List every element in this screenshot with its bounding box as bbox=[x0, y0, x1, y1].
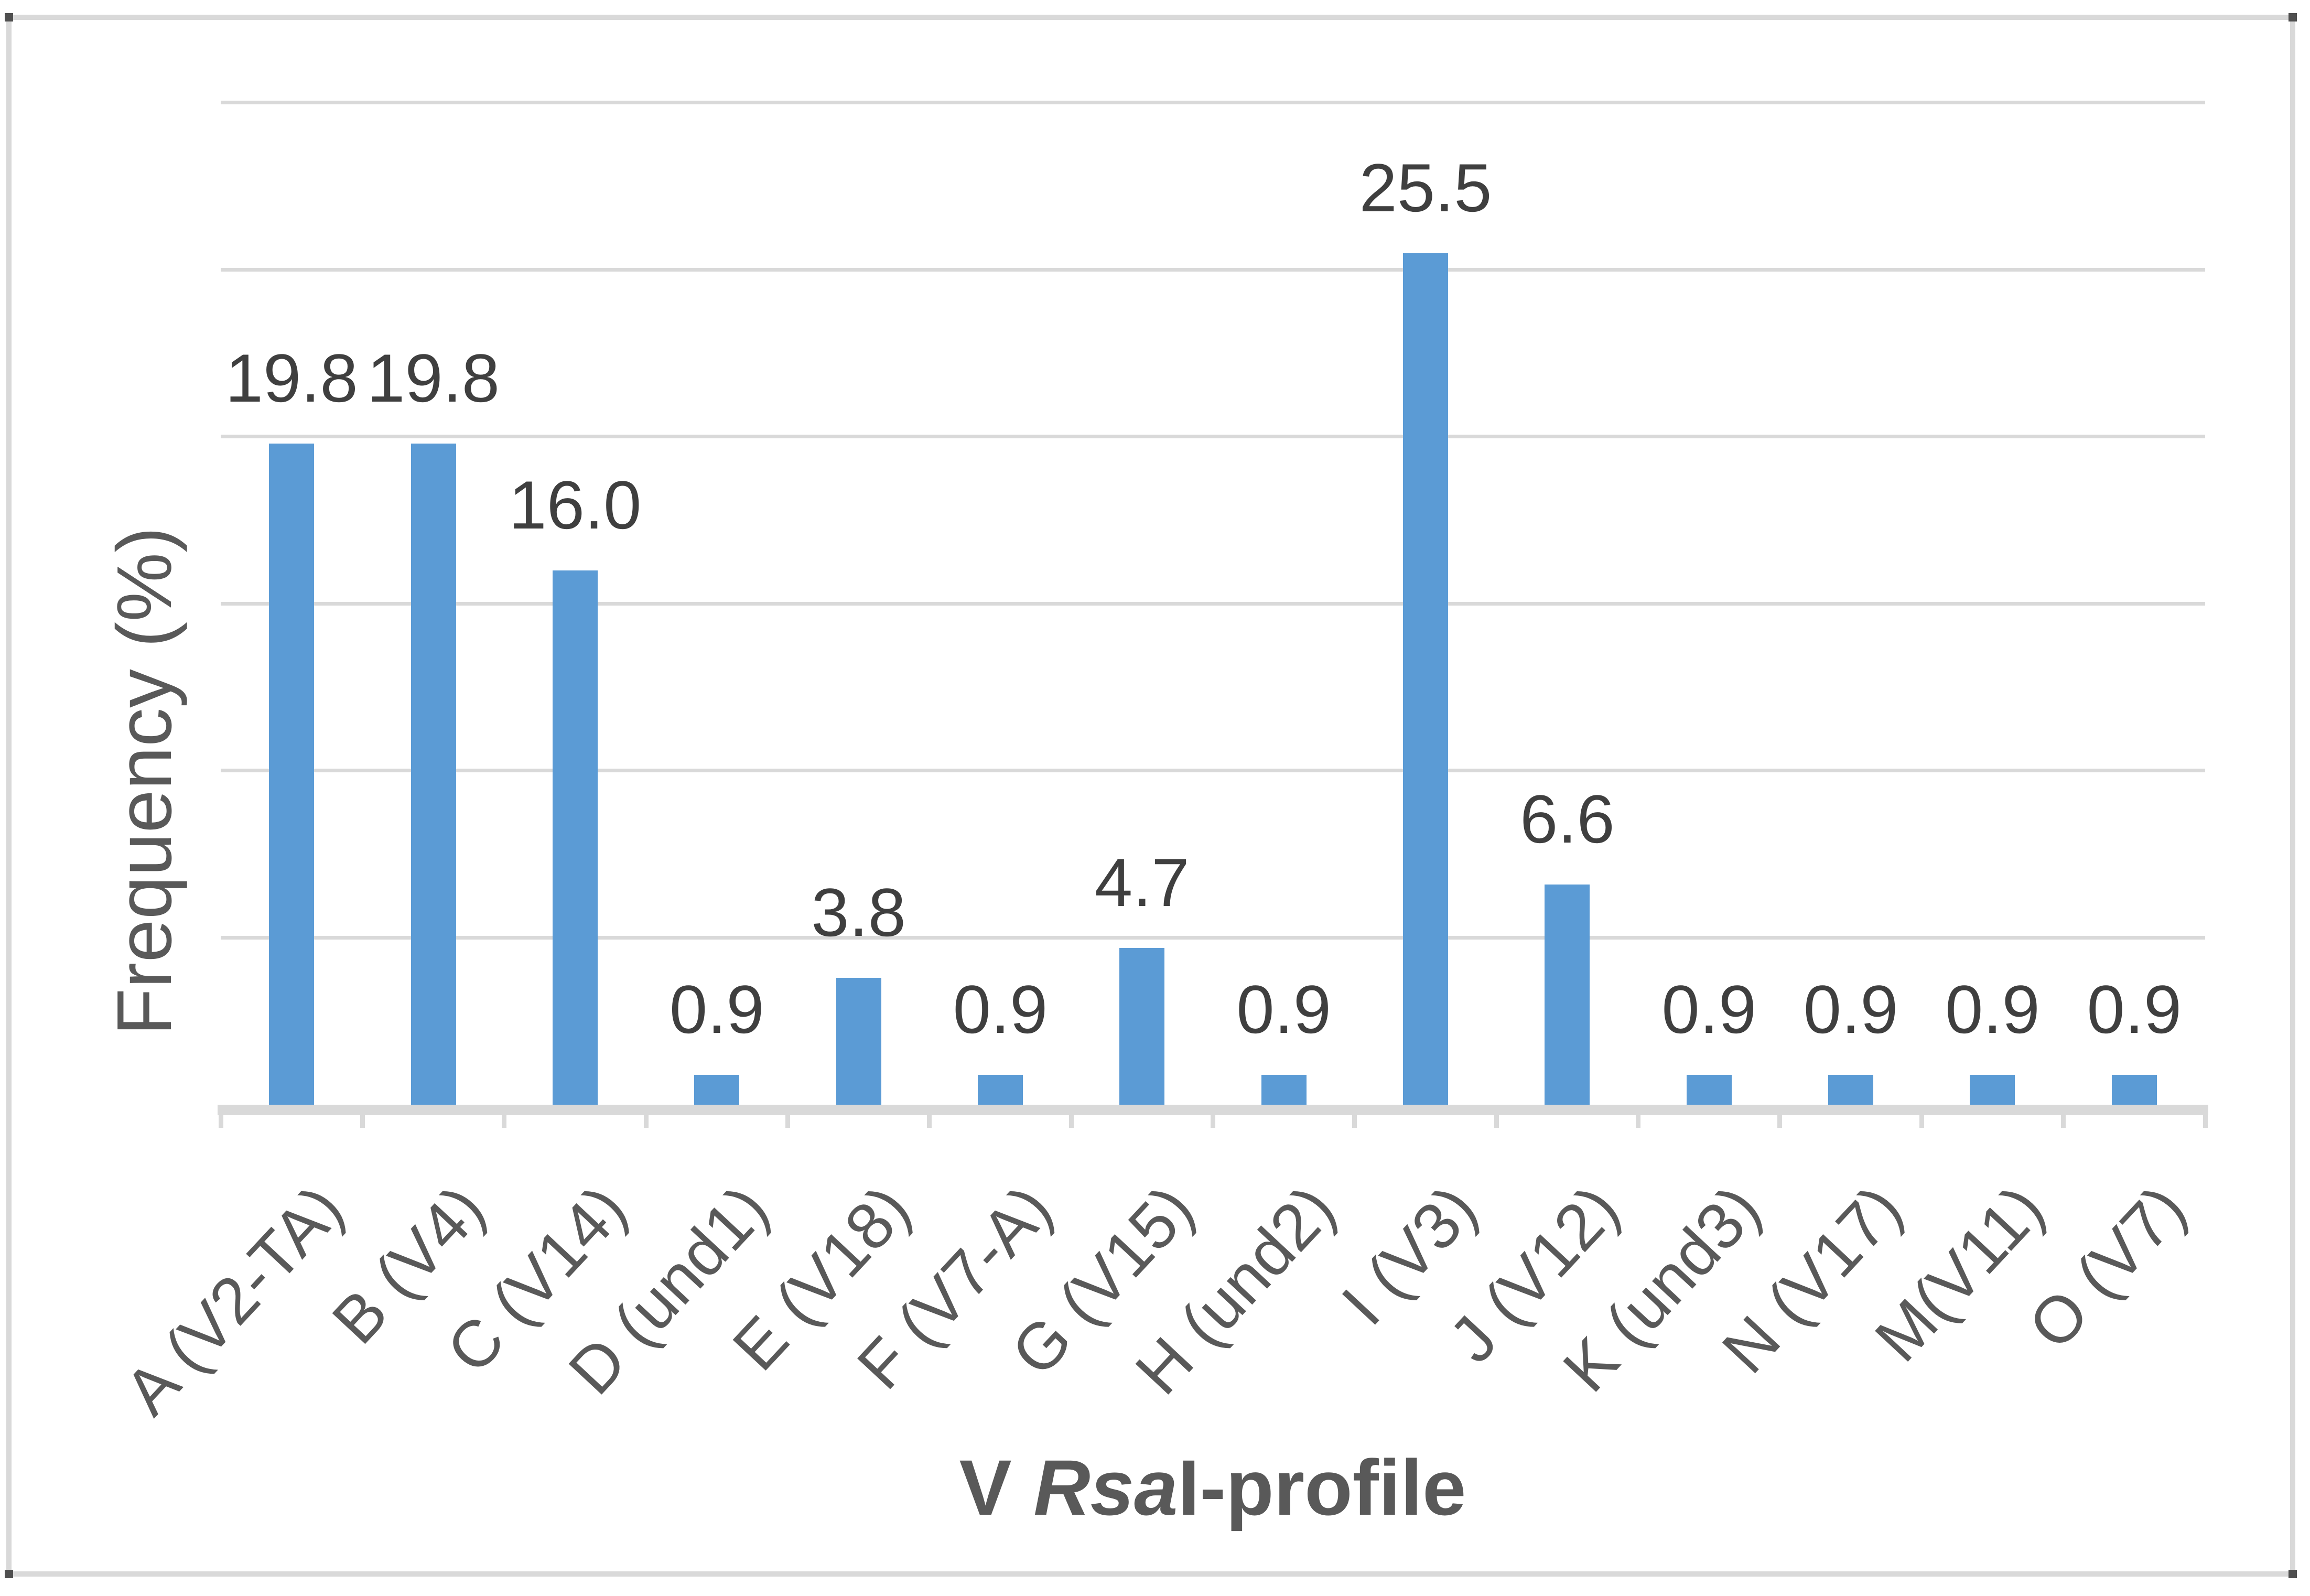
bar-O (V7) bbox=[2111, 1074, 2157, 1105]
data-label-O (V7): 0.9 bbox=[2087, 970, 2182, 1048]
x-axis-tick bbox=[502, 1105, 507, 1128]
data-label-K (und3): 0.9 bbox=[1661, 970, 1757, 1048]
bar-G (V15) bbox=[1119, 947, 1165, 1105]
bar-B (V4) bbox=[411, 443, 456, 1105]
bar-F (V7-A) bbox=[977, 1074, 1023, 1105]
bar-N (V17) bbox=[1828, 1074, 1874, 1105]
bar-H (und2) bbox=[1261, 1074, 1307, 1105]
bar-E (V18) bbox=[836, 977, 881, 1105]
x-axis-tick bbox=[1919, 1105, 1924, 1128]
bar-K (und3) bbox=[1686, 1074, 1732, 1105]
data-label-N (V17): 0.9 bbox=[1803, 970, 1898, 1048]
data-label-A (V2-TA): 19.8 bbox=[225, 339, 358, 416]
x-axis-title: V RsaI-profile bbox=[959, 1448, 1466, 1527]
y-axis-title-text: Frequency (%) bbox=[101, 526, 188, 1036]
x-axis-tick bbox=[1352, 1105, 1357, 1128]
data-label-M(V11): 0.9 bbox=[1945, 970, 2040, 1048]
bar-M(V11) bbox=[1970, 1074, 2015, 1105]
data-label-J (V12): 6.6 bbox=[1520, 780, 1615, 857]
bar-J (V12) bbox=[1545, 884, 1590, 1105]
x-axis-tick bbox=[360, 1105, 365, 1128]
bar-C (V14) bbox=[552, 570, 598, 1105]
data-label-D (und1): 0.9 bbox=[669, 970, 764, 1048]
data-label-G (V15): 4.7 bbox=[1094, 844, 1190, 921]
data-label-F (V7-A): 0.9 bbox=[953, 970, 1048, 1048]
bar-A (V2-TA) bbox=[269, 443, 315, 1105]
x-axis-tick bbox=[643, 1105, 649, 1128]
gridline-25 bbox=[221, 267, 2205, 272]
x-axis-tick bbox=[1211, 1105, 1215, 1128]
x-axis-tick bbox=[927, 1105, 932, 1128]
bar-I (V3) bbox=[1403, 253, 1449, 1105]
x-title-italic: Rsa bbox=[1033, 1443, 1178, 1532]
border-handle-bottom-right bbox=[2289, 1570, 2297, 1578]
y-axis-title: Frequency (%) bbox=[101, 527, 188, 1036]
x-axis-tick bbox=[1636, 1105, 1641, 1128]
x-axis-tick bbox=[785, 1105, 790, 1128]
data-label-H (und2): 0.9 bbox=[1236, 970, 1332, 1048]
x-axis-tick bbox=[218, 1105, 223, 1128]
gridline-15 bbox=[221, 601, 2205, 606]
x-axis-tick bbox=[1068, 1105, 1074, 1128]
x-axis-tick bbox=[1494, 1105, 1499, 1128]
data-label-C (V14): 16.0 bbox=[509, 466, 642, 543]
x-axis-tick bbox=[1777, 1105, 1783, 1128]
data-label-E (V18): 3.8 bbox=[811, 874, 906, 951]
x-title-suffix: I-profile bbox=[1178, 1443, 1466, 1532]
gridline-10 bbox=[221, 769, 2205, 772]
x-title-prefix: V bbox=[959, 1443, 1034, 1532]
x-axis-tick bbox=[2061, 1105, 2066, 1128]
data-label-B (V4): 19.8 bbox=[367, 339, 500, 416]
border-handle-top-left bbox=[5, 13, 13, 21]
x-axis-tick bbox=[2203, 1105, 2208, 1128]
data-label-I (V3): 25.5 bbox=[1359, 149, 1492, 226]
gridline-30 bbox=[221, 101, 2205, 104]
border-handle-bottom-left bbox=[5, 1570, 13, 1578]
border-handle-top-right bbox=[2289, 13, 2297, 21]
gridline-5 bbox=[221, 935, 2205, 940]
gridline-20 bbox=[221, 435, 2205, 438]
plot-area: 19.8 19.8 16.0 0.9 3.8 0.9 4.7 0.9 25.5 6.6 0.9 0.9… bbox=[218, 101, 2208, 1128]
figure-border bbox=[6, 15, 2295, 1577]
bar-D (und1) bbox=[694, 1074, 740, 1105]
